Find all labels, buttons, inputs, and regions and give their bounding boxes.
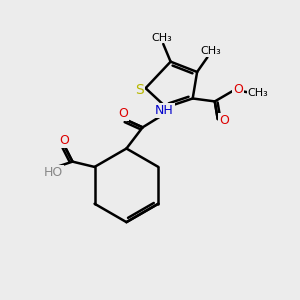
Text: HO: HO xyxy=(44,166,63,179)
Text: S: S xyxy=(135,82,144,97)
Text: O: O xyxy=(118,107,128,120)
Text: CH₃: CH₃ xyxy=(248,88,268,98)
Text: O: O xyxy=(219,114,229,127)
Text: O: O xyxy=(59,134,69,147)
Text: CH₃: CH₃ xyxy=(200,46,221,56)
Text: CH₃: CH₃ xyxy=(152,32,172,43)
Text: NH: NH xyxy=(155,104,173,117)
Text: O: O xyxy=(233,83,243,96)
